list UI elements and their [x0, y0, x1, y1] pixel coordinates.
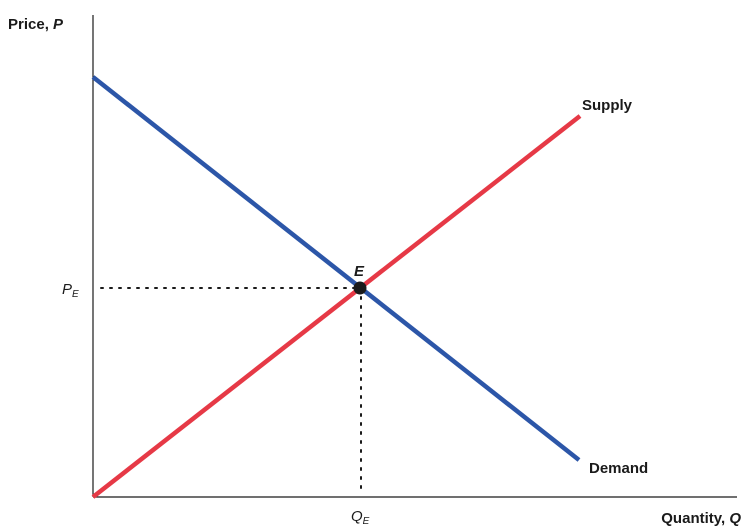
- y-axis-label: Price, P: [8, 16, 64, 33]
- supply-curve: [91, 114, 582, 499]
- x-axis-label: Quantity, Q: [661, 510, 741, 527]
- equilibrium-price-label: PE: [62, 281, 79, 300]
- equilibrium-point: [353, 281, 367, 295]
- demand-label: Demand: [589, 460, 648, 477]
- equilibrium-quantity-label: QE: [351, 508, 370, 527]
- supply-label: Supply: [582, 97, 633, 114]
- demand-curve: [91, 75, 581, 462]
- equilibrium-label: E: [354, 263, 365, 280]
